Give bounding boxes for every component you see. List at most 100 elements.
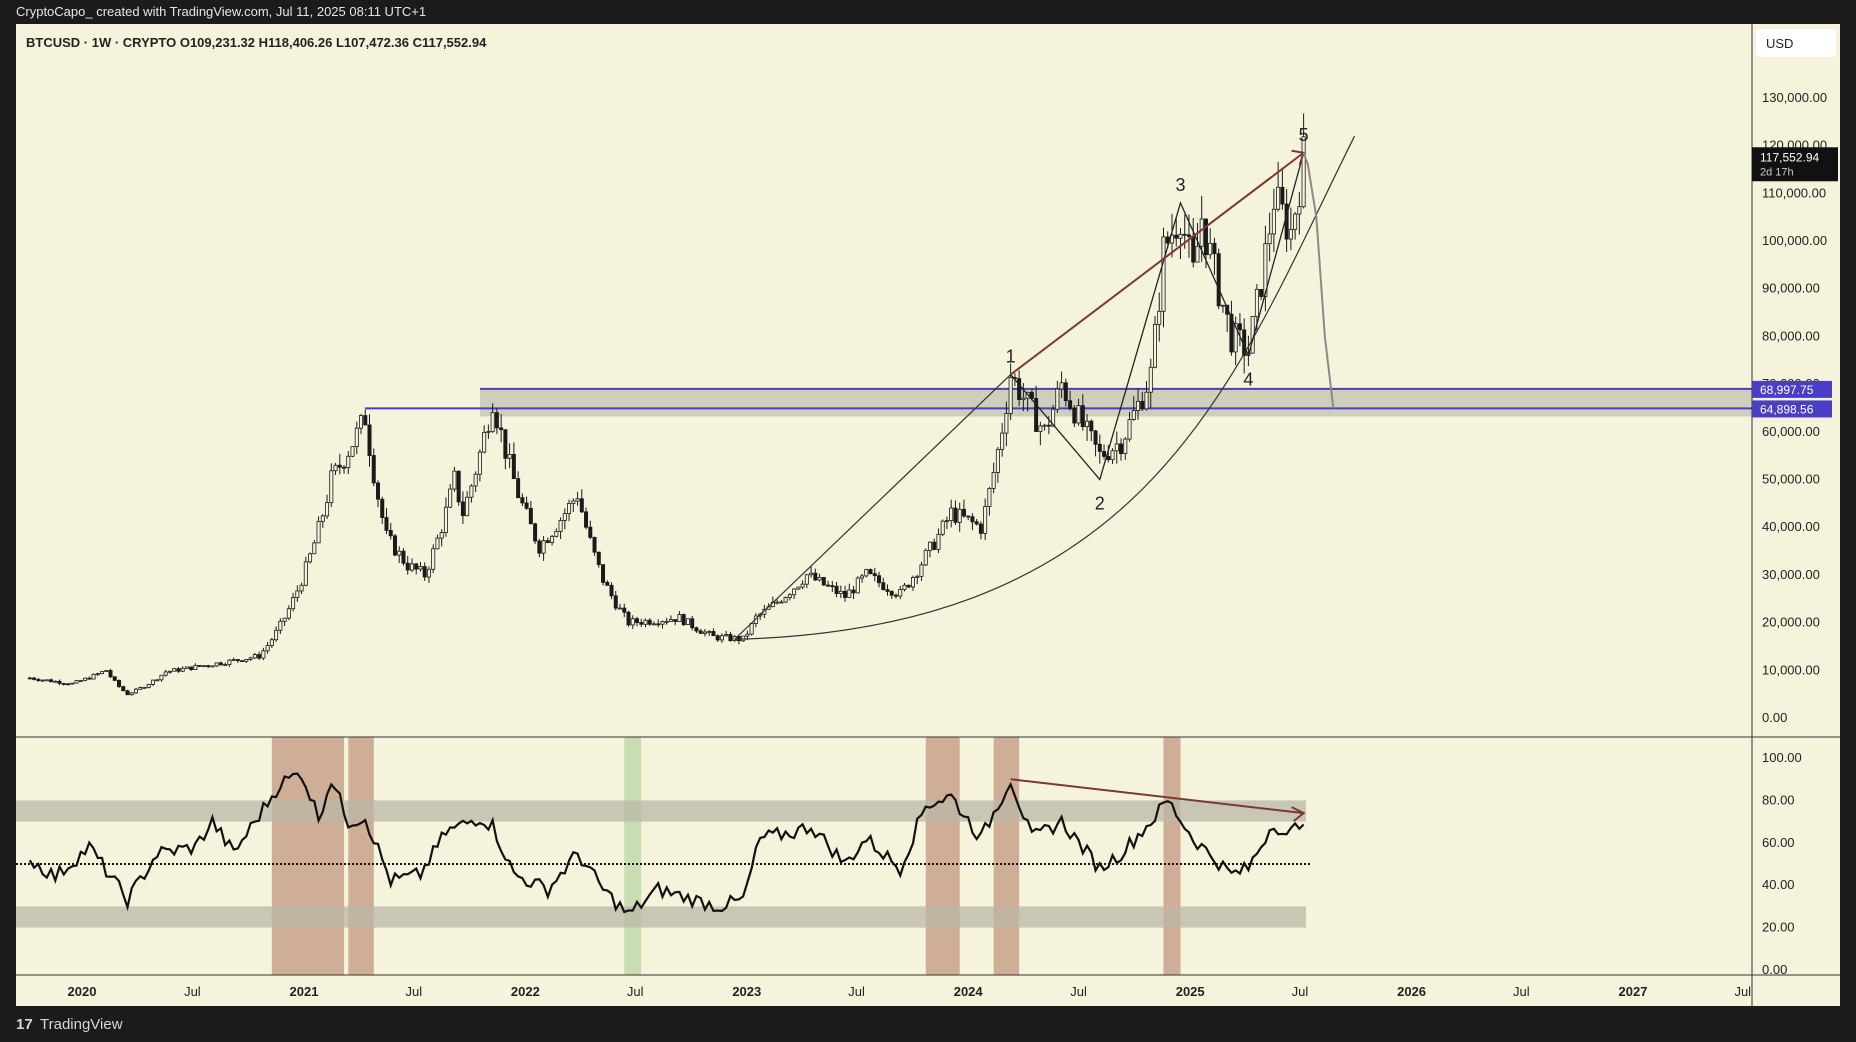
candle-body-271: [1178, 233, 1183, 239]
candle-body-133: [592, 537, 597, 553]
candle-body-100: [452, 470, 457, 490]
candle-body-189: [830, 585, 835, 588]
candle-body-84: [384, 517, 389, 531]
candle-body-113: [507, 454, 512, 459]
candle-body-30: [155, 679, 160, 682]
candle-body-112: [503, 429, 508, 459]
time-axis[interactable]: 2020 Jul 2021 Jul 2022 Jul 2023 Jul 2024 Jul 2025 J…: [68, 984, 1752, 999]
price-tick-5: 50,000.00: [1762, 472, 1820, 487]
price-tick-11: 110,000.00: [1762, 185, 1826, 200]
candle-body-234: [1021, 397, 1026, 400]
candle-body-137: [609, 584, 614, 597]
candle-body-4: [44, 679, 49, 682]
price-tick-3: 30,000.00: [1762, 567, 1820, 582]
candle-body-6: [53, 680, 58, 683]
candle-body-23: [125, 690, 130, 696]
candle-body-26: [138, 687, 143, 690]
candle-body-215: [940, 520, 945, 535]
candle-body-292: [1267, 233, 1272, 245]
candle-body-83: [380, 498, 385, 518]
candle-body-35: [176, 668, 181, 672]
candle-body-270: [1174, 234, 1179, 239]
candle-body-161: [711, 630, 716, 637]
time-tick-11: Jul: [1292, 984, 1309, 999]
time-tick-8: 2024: [954, 984, 984, 999]
candle-body-82: [375, 482, 380, 500]
candle-body-187: [821, 577, 826, 586]
candle-body-97: [439, 532, 444, 539]
candle-body-211: [923, 549, 928, 566]
candle-body-254: [1106, 456, 1111, 461]
candle-body-126: [562, 513, 567, 521]
candle-body-212: [927, 541, 932, 551]
candle-body-242: [1055, 388, 1060, 410]
candle-body-261: [1136, 400, 1141, 411]
candle-body-38: [189, 666, 194, 670]
candle-body-274: [1191, 236, 1196, 263]
candle-body-43: [210, 665, 215, 668]
candle-body-42: [206, 665, 211, 667]
currency-label: USD: [1766, 36, 1793, 51]
candle-body-247: [1076, 405, 1081, 424]
candle-body-153: [677, 614, 682, 622]
candle-body-262: [1140, 400, 1145, 410]
candle-body-243: [1059, 382, 1064, 390]
candle-body-156: [690, 618, 695, 629]
candle-body-131: [584, 511, 589, 528]
candle-body-185: [813, 572, 818, 581]
candle-body-191: [838, 590, 843, 594]
rsi-axis[interactable]: 0.00 20.00 40.00 60.00 80.00 100.00: [1762, 750, 1802, 977]
candle-body-75: [346, 455, 351, 469]
candle-body-76: [350, 446, 355, 457]
candle-body-144: [639, 622, 644, 625]
currency-button[interactable]: [1756, 29, 1836, 57]
price-tick-10: 100,000.00: [1762, 233, 1827, 248]
candle-body-155: [685, 618, 690, 626]
candle-body-104: [469, 485, 474, 498]
candle-body-210: [919, 564, 924, 577]
candle-body-105: [473, 473, 478, 487]
price-tick-4: 40,000.00: [1762, 519, 1820, 534]
candle-body-298: [1293, 213, 1298, 230]
candle-body-272: [1182, 233, 1187, 236]
candle-body-128: [571, 500, 576, 504]
candle-body-225: [983, 506, 988, 534]
price-tick-1: 10,000.00: [1762, 662, 1820, 677]
candle-body-165: [728, 634, 733, 642]
candle-body-263: [1144, 391, 1149, 410]
rsi-band-0: [16, 800, 1306, 822]
candle-body-77: [354, 427, 359, 448]
candle-body-159: [702, 631, 707, 634]
price-tick-2: 20,000.00: [1762, 615, 1820, 630]
time-tick-12: 2026: [1397, 984, 1426, 999]
candle-body-162: [715, 635, 720, 641]
candle-body-36: [180, 667, 185, 672]
candle-body-111: [499, 427, 504, 431]
time-tick-14: 2027: [1619, 984, 1648, 999]
candle-body-12: [78, 680, 83, 682]
candle-body-213: [932, 541, 937, 550]
candle-body-260: [1131, 410, 1136, 420]
candle-body-248: [1080, 405, 1085, 428]
zone-fill: [480, 388, 1752, 417]
candle-body-39: [193, 665, 198, 670]
wave-label-1: 1: [1006, 347, 1016, 367]
rsi-highlight-red-0: [271, 737, 345, 975]
candle-body-5: [49, 679, 54, 683]
chart-background: [16, 24, 1752, 1006]
candle-body-250: [1089, 420, 1094, 432]
candle-body-295: [1280, 186, 1285, 205]
time-tick-15: Jul: [1734, 984, 1751, 999]
footer-brand: TradingView: [40, 1016, 123, 1033]
candle-body-299: [1297, 206, 1302, 215]
candle-body-276: [1199, 218, 1204, 247]
candle-body-68: [316, 520, 321, 544]
candle-body-60: [282, 617, 287, 622]
candle-body-294: [1276, 186, 1281, 210]
candle-body-266: [1157, 310, 1162, 325]
candle-body-267: [1161, 236, 1166, 312]
candle-body-221: [966, 515, 971, 518]
time-tick-1: Jul: [184, 984, 201, 999]
candle-body-141: [626, 611, 631, 626]
